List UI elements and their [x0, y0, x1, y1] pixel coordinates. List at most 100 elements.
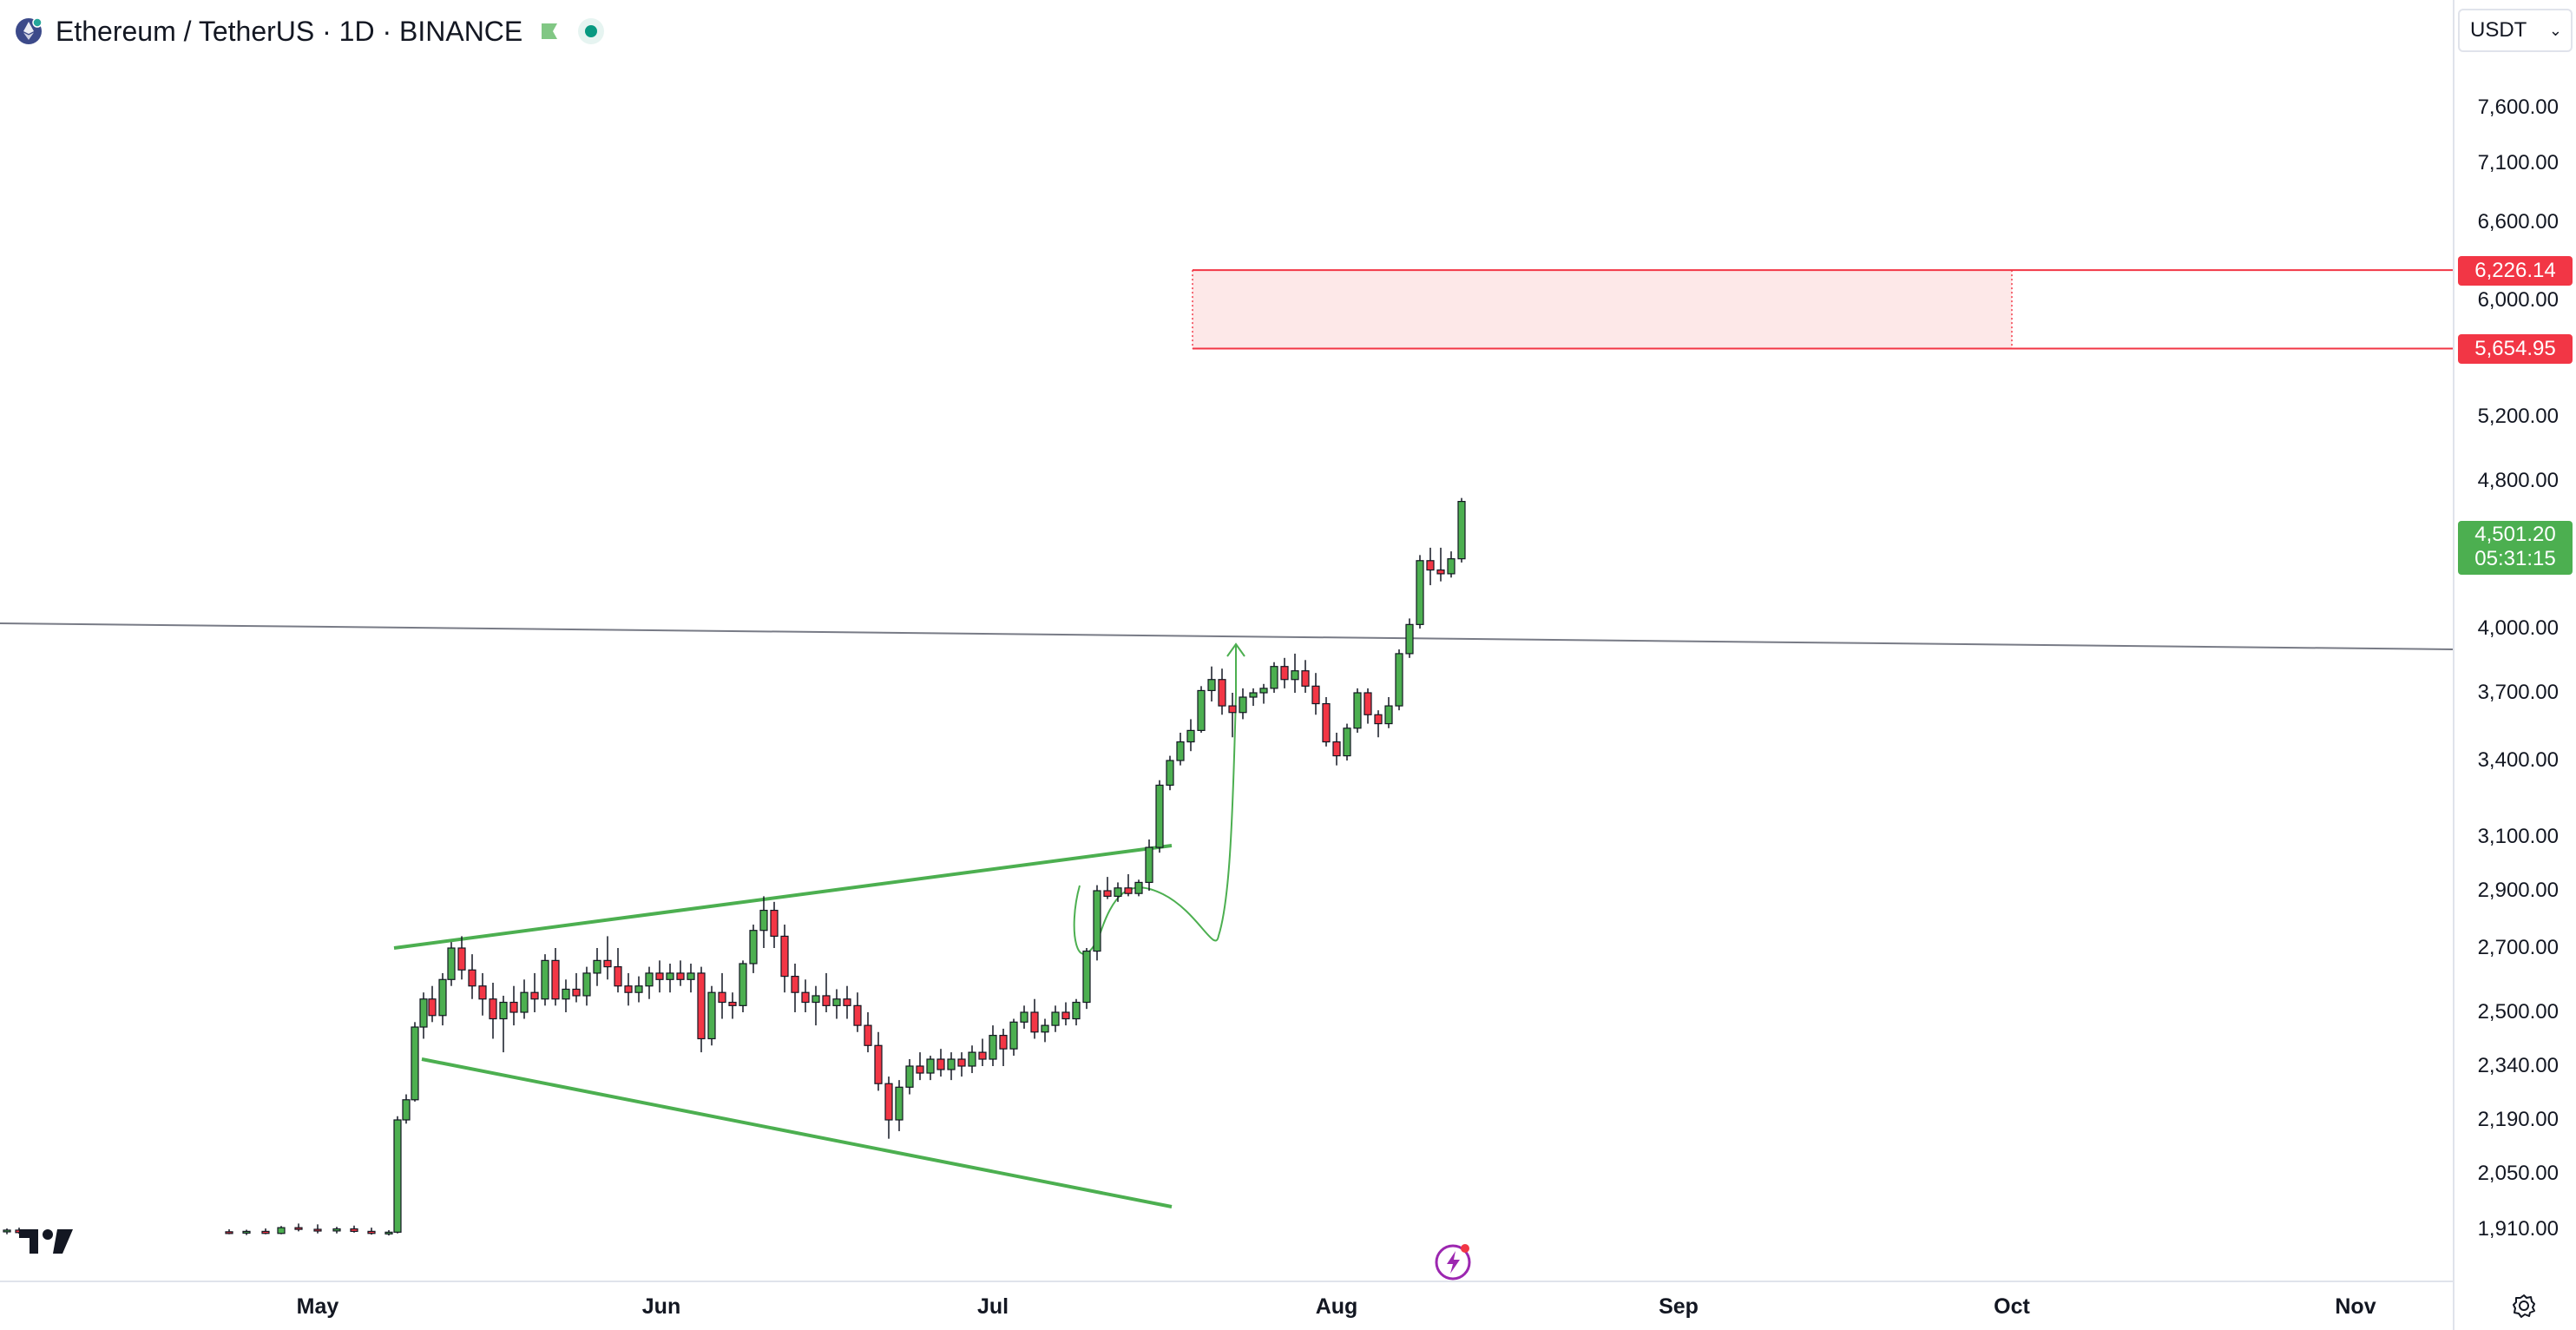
candle-up — [1239, 696, 1247, 714]
candle-up — [447, 947, 456, 980]
candle-up — [1259, 688, 1268, 694]
price-chart[interactable] — [0, 0, 2453, 1281]
candle-down — [313, 1228, 322, 1232]
candle-up — [277, 1227, 286, 1235]
resistance-line — [0, 622, 2453, 650]
candle-down — [489, 998, 497, 1020]
candle-up — [393, 1119, 402, 1233]
candle-up — [1041, 1024, 1049, 1033]
time-axis[interactable]: May Jun Jul Aug Sep Oct Nov — [0, 1281, 2453, 1330]
zone-bottom-price-tag: 5,654.95 — [2458, 334, 2573, 364]
symbol-title[interactable]: Ethereum / TetherUS · 1D · BINANCE — [56, 15, 523, 47]
time-tick-label: Aug — [1315, 1294, 1358, 1319]
candle-up — [1270, 666, 1278, 689]
candle-down — [1124, 887, 1133, 894]
candle-down — [676, 972, 685, 980]
price-axis[interactable]: USDT ⌄ 7,600.00 7,100.00 6,600.00 6,000.00 5… — [2453, 0, 2576, 1330]
candle-up — [582, 972, 591, 997]
candle-up — [1353, 692, 1362, 729]
candle-up — [3, 1229, 11, 1233]
candle-up — [499, 1001, 508, 1020]
candle-up — [812, 995, 820, 1004]
price-tick-label: 2,500.00 — [2477, 1000, 2559, 1024]
candle-up — [593, 959, 601, 974]
candle-down — [624, 985, 633, 993]
price-tick-label: 3,700.00 — [2477, 681, 2559, 704]
bar-countdown: 05:31:15 — [2474, 547, 2556, 570]
candle-up — [1176, 741, 1185, 761]
tradingview-logo[interactable] — [19, 1226, 76, 1257]
symbol-header: Ethereum / TetherUS · 1D · BINANCE — [14, 12, 606, 50]
candle-down — [1228, 705, 1237, 714]
candle-up — [1395, 653, 1403, 707]
time-tick-label: Jun — [641, 1294, 681, 1319]
candle-up — [947, 1058, 956, 1070]
candle-down — [791, 975, 799, 993]
candle-up — [1384, 705, 1393, 725]
candle-up — [645, 972, 654, 987]
flag-icon[interactable] — [535, 16, 564, 46]
candle-down — [916, 1065, 924, 1074]
candle-down — [936, 1058, 945, 1070]
candle-up — [968, 1051, 976, 1067]
candle-down — [468, 969, 476, 987]
candle-up — [1093, 890, 1101, 952]
currency-select[interactable]: USDT ⌄ — [2458, 9, 2573, 52]
candle-down — [1030, 1011, 1039, 1033]
candle-down — [843, 998, 851, 1006]
lightning-icon[interactable] — [1434, 1240, 1475, 1281]
candle-down — [1301, 670, 1310, 687]
candle-down — [350, 1228, 358, 1232]
last-price: 4,501.20 — [2474, 523, 2556, 546]
candle-down — [1374, 714, 1383, 725]
candle-down — [655, 972, 664, 980]
candle-down — [874, 1044, 883, 1084]
candle-up — [989, 1035, 997, 1060]
candle-up — [749, 930, 758, 965]
candle-up — [562, 988, 570, 1000]
candle-up — [895, 1086, 904, 1121]
price-tick-label: 2,340.00 — [2477, 1054, 2559, 1077]
candle-up — [1207, 679, 1216, 692]
candle-down — [1436, 569, 1445, 575]
candle-up — [1145, 846, 1153, 884]
candle-up — [1051, 1011, 1060, 1026]
gear-icon[interactable] — [2508, 1290, 2540, 1321]
candle-down — [770, 909, 779, 938]
candle-up — [1114, 887, 1122, 897]
candle-up — [1249, 692, 1258, 698]
candle-up — [1447, 558, 1456, 575]
candle-up — [1072, 1001, 1081, 1020]
candle-up — [687, 972, 695, 980]
price-tick-label: 1,910.00 — [2477, 1217, 2559, 1241]
candle-up — [402, 1099, 411, 1121]
candle-up — [1020, 1011, 1028, 1023]
candle-up — [384, 1231, 393, 1235]
candle-down — [572, 988, 581, 997]
time-tick-label: Sep — [1659, 1294, 1699, 1319]
candle-down — [822, 995, 831, 1006]
candle-down — [294, 1227, 303, 1230]
market-open-dot-icon — [576, 16, 606, 46]
price-tick-label: 3,400.00 — [2477, 748, 2559, 772]
price-tick-label: 6,000.00 — [2477, 288, 2559, 312]
candle-up — [242, 1230, 251, 1234]
candle-up — [541, 959, 549, 1000]
candle-up — [1343, 728, 1351, 757]
candle-down — [884, 1083, 893, 1121]
candle-up — [411, 1026, 419, 1101]
candle-down — [1364, 692, 1372, 715]
candle-down — [978, 1051, 987, 1060]
candle-up — [1186, 729, 1195, 743]
target-zone-rect — [1193, 270, 2012, 349]
ethereum-coin-icon[interactable] — [14, 16, 43, 46]
candle-down — [551, 959, 560, 1000]
candle-up — [707, 991, 716, 1040]
chart-pane[interactable] — [0, 0, 2453, 1281]
candle-up — [634, 985, 643, 993]
candle-down — [367, 1230, 376, 1235]
price-tick-label: 3,100.00 — [2477, 825, 2559, 848]
candle-down — [509, 1001, 518, 1013]
candle-down — [1103, 890, 1112, 897]
candle-down — [457, 947, 466, 971]
